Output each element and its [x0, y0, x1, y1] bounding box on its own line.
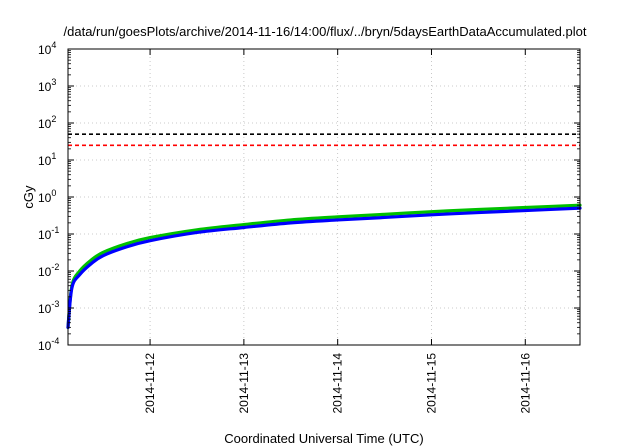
y-tick-labels: 10-4 10-3 10-2 10-1 100 101 102 103 104 [38, 40, 59, 353]
y-tick-label: 103 [38, 77, 56, 94]
y-tick-label: 10-3 [38, 299, 59, 316]
x-tick-label: 2014-11-14 [331, 353, 345, 414]
x-tick-label: 2014-11-12 [143, 353, 157, 414]
x-tick-label: 2014-11-13 [237, 353, 251, 414]
series-line [66, 203, 582, 329]
plot-series [66, 133, 582, 329]
chart-title: /data/run/goesPlots/archive/2014-11-16/1… [64, 24, 587, 39]
series-line [66, 206, 582, 329]
y-axis-label: cGy [21, 185, 36, 209]
y-tick-label: 10-2 [38, 262, 59, 279]
y-tick-label: 10-4 [38, 336, 59, 353]
x-tick-label: 2014-11-16 [518, 353, 532, 414]
x-tick-labels: 2014-11-12 2014-11-13 2014-11-14 2014-11-15… [143, 353, 532, 414]
y-tick-label: 101 [38, 151, 56, 168]
y-tick-label: 102 [38, 114, 56, 131]
y-tick-label: 10-1 [38, 225, 59, 242]
x-axis-label: Coordinated Universal Time (UTC) [224, 431, 423, 446]
y-tick-label: 104 [38, 40, 56, 57]
x-tick-label: 2014-11-15 [424, 353, 438, 414]
y-tick-label: 100 [38, 188, 56, 205]
grid-lines [68, 49, 580, 345]
axis-ticks [68, 48, 580, 346]
